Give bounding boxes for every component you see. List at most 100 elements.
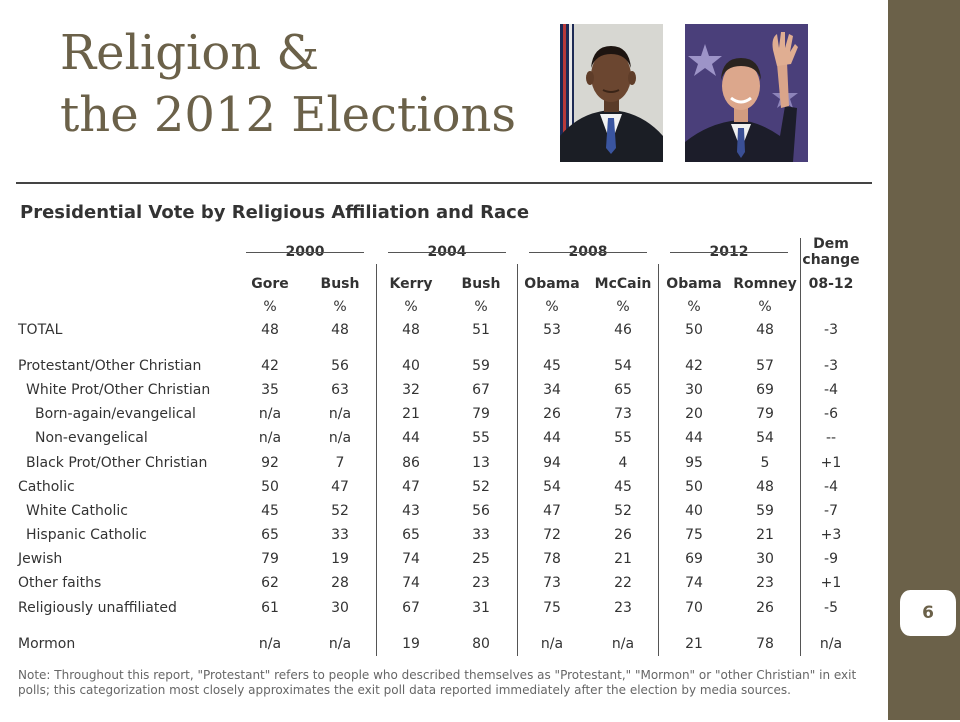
dem-change-label-1: Dem: [813, 236, 849, 252]
vote-percent-cell: 67: [472, 382, 490, 398]
percent-label: %: [616, 299, 630, 315]
vote-percent-cell: 48: [261, 322, 279, 338]
candidate-kerry: Kerry: [389, 276, 433, 292]
vote-percent-cell: 78: [756, 636, 774, 652]
dem-change-cell: --: [825, 430, 837, 446]
candidate-bush-2004: Bush: [461, 276, 501, 292]
vote-percent-cell: 94: [543, 455, 561, 471]
percent-label: %: [545, 299, 559, 315]
romney-photo: [685, 24, 808, 162]
dem-change-cell: -3: [824, 322, 838, 338]
dem-change-cell: +1: [820, 455, 842, 471]
table-row: TOTAL 48 48 48 51 53 46 50 48 -3: [16, 318, 872, 342]
vote-percent-cell: 7: [335, 455, 345, 471]
percent-label: %: [474, 299, 488, 315]
vote-percent-cell: 57: [756, 358, 774, 374]
dem-change-cell: +3: [820, 527, 842, 543]
row-label: Jewish: [18, 551, 63, 567]
dem-change-cell: -4: [824, 382, 838, 398]
vote-percent-cell: 56: [331, 358, 349, 374]
vote-percent-cell: 42: [261, 358, 279, 374]
vote-percent-cell: 86: [402, 455, 420, 471]
table-row: Other faiths 62 28 74 23 73 22 74 23 +1: [16, 571, 872, 595]
percent-label: %: [333, 299, 347, 315]
vote-percent-cell: 44: [402, 430, 420, 446]
vote-percent-cell: 78: [543, 551, 561, 567]
dem-change-cell: -9: [824, 551, 838, 567]
vote-percent-cell: 54: [756, 430, 774, 446]
year-underline-2004: [388, 252, 506, 253]
table-note: Note: Throughout this report, "Protestan…: [18, 668, 857, 697]
vote-percent-cell: 31: [472, 600, 490, 616]
vote-percent-cell: 26: [543, 406, 561, 422]
vote-percent-cell: 26: [756, 600, 774, 616]
table-row: Hispanic Catholic 65 33 65 33 72 26 75 21 +3: [16, 523, 872, 547]
row-label: Catholic: [18, 479, 75, 495]
vote-percent-cell: n/a: [611, 636, 635, 652]
vote-percent-cell: 73: [614, 406, 632, 422]
vote-percent-cell: 54: [543, 479, 561, 495]
vote-percent-cell: 62: [261, 575, 279, 591]
row-label: Born-again/evangelical: [35, 406, 196, 422]
vote-percent-cell: 45: [614, 479, 632, 495]
vote-percent-cell: 55: [472, 430, 490, 446]
vote-percent-cell: 40: [402, 358, 420, 374]
dem-change-cell: -3: [824, 358, 838, 374]
percent-label: %: [404, 299, 418, 315]
slide-title: Religion & the 2012 Elections: [60, 22, 516, 146]
vote-percent-cell: n/a: [258, 636, 282, 652]
vote-percent-cell: 47: [543, 503, 561, 519]
slide-title-line-2: the 2012 Elections: [60, 87, 517, 143]
vote-percent-cell: 65: [614, 382, 632, 398]
table-row: Jewish 79 19 74 25 78 21 69 30 -9: [16, 547, 872, 571]
vote-percent-cell: 52: [614, 503, 632, 519]
vote-percent-cell: 30: [685, 382, 703, 398]
candidate-obama-2012: Obama: [666, 276, 722, 292]
candidate-romney: Romney: [733, 276, 797, 292]
percent-label: %: [758, 299, 772, 315]
vote-percent-cell: 44: [685, 430, 703, 446]
vote-percent-cell: 21: [756, 527, 774, 543]
page-number: 6: [898, 590, 958, 636]
table-row: White Catholic 45 52 43 56 47 52 40 59 -7: [16, 499, 872, 523]
year-underline-2008: [529, 252, 647, 253]
row-label: White Catholic: [26, 503, 128, 519]
vote-percent-cell: 73: [543, 575, 561, 591]
vote-percent-cell: 74: [685, 575, 703, 591]
column-divider: [658, 264, 659, 656]
vote-percent-cell: n/a: [258, 406, 282, 422]
vote-percent-cell: 21: [685, 636, 703, 652]
table-row: Protestant/Other Christian 42 56 40 59 45 54 42…: [16, 354, 872, 378]
vote-percent-cell: n/a: [328, 430, 352, 446]
vote-percent-cell: 53: [543, 322, 561, 338]
vote-percent-cell: 75: [685, 527, 703, 543]
vote-percent-cell: 44: [543, 430, 561, 446]
table-row: Catholic 50 47 47 52 54 45 50 48 -4: [16, 475, 872, 499]
vote-percent-cell: n/a: [328, 406, 352, 422]
dem-change-cell: -6: [824, 406, 838, 422]
vote-table: Presidential Vote by Religious Affiliati…: [16, 182, 872, 722]
candidate-obama-2008: Obama: [524, 276, 580, 292]
vote-percent-cell: 50: [261, 479, 279, 495]
vote-percent-cell: 92: [261, 455, 279, 471]
table-row: Religiously unaffiliated 61 30 67 31 75 23 70 26…: [16, 596, 872, 620]
vote-percent-cell: 25: [472, 551, 490, 567]
table-row: Mormon n/a n/a 19 80 n/a n/a 21 78 n/a: [16, 632, 872, 656]
candidate-bush-2000: Bush: [320, 276, 360, 292]
row-label: TOTAL: [18, 322, 63, 338]
vote-percent-cell: 65: [261, 527, 279, 543]
vote-percent-cell: 69: [756, 382, 774, 398]
dem-change-cell: -5: [824, 600, 838, 616]
vote-percent-cell: 80: [472, 636, 490, 652]
table-row: Non-evangelical n/a n/a 44 55 44 55 44 54 --: [16, 426, 872, 450]
vote-percent-cell: 22: [614, 575, 632, 591]
vote-percent-cell: 32: [402, 382, 420, 398]
vote-percent-cell: 28: [331, 575, 349, 591]
vote-percent-cell: 47: [331, 479, 349, 495]
dem-change-cell: n/a: [819, 636, 843, 652]
column-divider: [517, 264, 518, 656]
percent-label: %: [687, 299, 701, 315]
percent-header-row: % % % % % % % %: [16, 295, 872, 319]
vote-percent-cell: 50: [685, 479, 703, 495]
table-row: Black Prot/Other Christian 92 7 86 13 94 4 95 5 +…: [16, 451, 872, 475]
